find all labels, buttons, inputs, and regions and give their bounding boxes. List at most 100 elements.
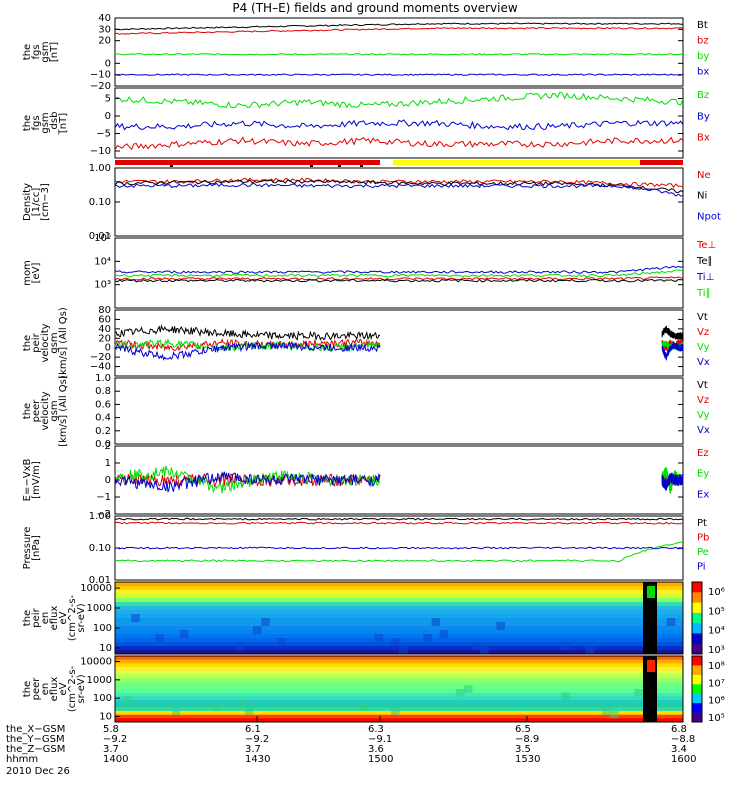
series-line-Pi	[114, 546, 684, 550]
legend-Ti∥: Ti∥	[696, 288, 711, 299]
footer-value: 5.8	[103, 724, 119, 735]
spectrogram-panel-8: 10000 1000 100 10 10⁶ 10⁵ 10⁴ 10³	[80, 581, 725, 656]
y-tick-label: −10	[90, 70, 111, 81]
series-line-Bx	[114, 136, 684, 151]
y-axis-label: Density	[22, 183, 33, 221]
y-tick-label: 0.10	[89, 543, 111, 554]
series-line-Ti∥	[114, 269, 684, 278]
panel-frame	[114, 309, 684, 377]
footer-value: 3.7	[245, 744, 261, 755]
spectrogram-texture	[244, 707, 254, 715]
legend-Ez: Ez	[697, 448, 709, 459]
footer-row-label: hhmm	[6, 754, 39, 765]
series-line-Ex	[114, 471, 684, 493]
legend-bz: bz	[697, 36, 709, 47]
y-axis-label: velocity	[40, 391, 51, 430]
line-panel-1: 5 0 −5 −10 Bz By Bx	[90, 87, 710, 167]
y-tick-label: −20	[90, 352, 111, 363]
y-axis-label: peir	[31, 607, 42, 627]
colorbar-segment	[692, 703, 702, 713]
y-axis-label: [cm−3]	[40, 183, 51, 221]
y-tick-label: −1	[96, 492, 111, 503]
spectrogram-frame	[114, 581, 684, 655]
panel-frame	[114, 167, 684, 237]
y-axis-label: [km/s] (All Qs)	[58, 307, 69, 379]
spectrogram-texture	[277, 638, 286, 646]
legend-Ni: Ni	[697, 191, 707, 202]
legend-Npot: Npot	[697, 211, 721, 222]
footer-row-label: the_Y−GSM	[6, 734, 65, 745]
y-axis-label: gsm	[49, 400, 60, 421]
y-axis-label: eflux	[49, 606, 60, 631]
mode-bar-marker	[360, 165, 363, 167]
legend-Ey: Ey	[697, 469, 709, 480]
y-tick-label: 0.6	[95, 399, 111, 410]
colorbar-segment	[692, 592, 702, 604]
footer-value: 6.1	[245, 724, 261, 735]
colorbar-segment	[692, 633, 702, 645]
spectrogram-band	[115, 678, 683, 683]
spectrogram-texture	[585, 646, 595, 654]
y-axis-label: the	[22, 115, 33, 131]
series-line-Pe	[114, 541, 684, 563]
colorbar-label: 10⁴	[708, 626, 725, 637]
mode-bar-fast	[640, 160, 683, 165]
y-tick-label: 0	[105, 58, 111, 69]
y-axis-label: velocity	[40, 323, 51, 362]
series-line-Vz	[114, 338, 684, 352]
series-line-Bz	[114, 91, 684, 109]
legend-Vt: Vt	[697, 380, 708, 391]
footer-value: 1600	[671, 754, 697, 765]
y-axis-label: sr-eV)	[76, 674, 87, 703]
spectrogram-band	[115, 602, 683, 607]
y-axis-label: the	[22, 610, 33, 626]
spectrogram-band	[115, 590, 683, 595]
legend-Vt: Vt	[697, 312, 708, 323]
spectrogram-texture	[496, 622, 505, 630]
legend-Bx: Bx	[697, 133, 710, 144]
y-tick-label: 10000	[80, 657, 112, 668]
spectrogram-gap-mark	[647, 660, 655, 672]
spectrogram-band	[115, 685, 683, 690]
spectrogram-panel-9: 10000 1000 100 10 10⁸ 10⁷ 10⁶ 10⁵	[80, 655, 725, 724]
y-axis-label: _dsb	[49, 112, 60, 136]
panel-frame	[114, 87, 684, 159]
line-panel-7: 1.00 0.10 0.01 Pt Pb Pe Pi	[89, 511, 710, 586]
y-tick-label: 1.0	[95, 373, 111, 384]
spectrogram-band	[115, 659, 683, 664]
spectrogram-texture	[374, 634, 384, 642]
legend-Ex: Ex	[697, 489, 709, 500]
footer-value: 1430	[245, 754, 271, 765]
spectrogram-texture	[252, 626, 262, 634]
y-axis-label: (cm^2-s-	[67, 594, 78, 641]
spectrogram-band	[115, 674, 683, 679]
y-tick-label: 30	[98, 24, 111, 35]
legend-Te⊥: Te⊥	[696, 240, 716, 251]
y-axis-label: mom	[22, 260, 33, 286]
y-tick-label: 0	[105, 111, 111, 122]
legend-Bz: Bz	[697, 90, 709, 101]
series-line-Vx	[114, 341, 684, 361]
y-tick-label: 10⁴	[94, 256, 111, 267]
colorbar-label: 10⁶	[708, 696, 725, 707]
y-axis-label: the	[22, 44, 33, 60]
spectrogram-texture	[472, 642, 481, 650]
y-axis-label: peer	[31, 677, 42, 701]
y-axis-label: eV	[58, 682, 69, 695]
spectrogram-band	[115, 663, 683, 668]
legend-Bt: Bt	[697, 20, 708, 31]
y-tick-label: −10	[90, 146, 111, 157]
legend-Vz: Vz	[697, 395, 709, 406]
series-line-Ne	[114, 177, 684, 188]
y-tick-label: 0.8	[95, 386, 111, 397]
spectrogram-texture	[610, 711, 619, 719]
y-axis-label: (cm^2-s-	[67, 665, 78, 712]
y-axis-label: gsm	[40, 112, 51, 133]
spectrogram-band	[115, 598, 683, 603]
y-tick-label: 100	[93, 693, 112, 704]
footer-row-label: the_X−GSM	[6, 724, 66, 735]
x-axis	[114, 716, 684, 722]
y-tick-label: 10	[99, 643, 112, 654]
